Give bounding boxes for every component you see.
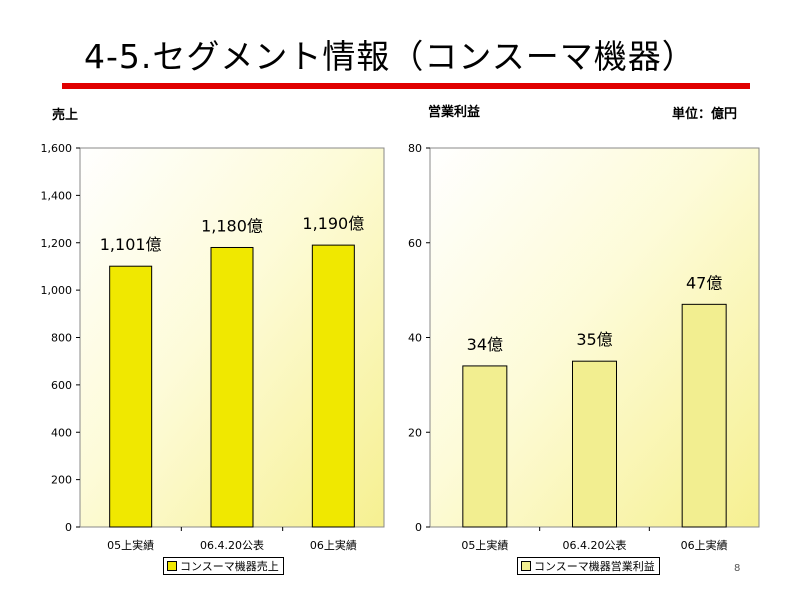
unit-label: 単位：億円 — [672, 107, 738, 122]
y-tick-label-sales: 1,200 — [41, 237, 73, 250]
y-tick-label-sales: 1,400 — [41, 189, 73, 202]
y-tick-label-sales: 1,600 — [41, 142, 73, 155]
chart-title-sales: 売上 — [52, 108, 79, 123]
bar-profit — [681, 303, 727, 528]
data-label-sales: 1,190億 — [302, 214, 364, 233]
page-title: 4-5.セグメント情報（コンスーマ機器） — [84, 37, 696, 76]
y-tick-label-profit: 0 — [415, 521, 422, 534]
y-tick-label-sales: 0 — [65, 521, 72, 534]
bar-sales — [311, 244, 355, 528]
y-tick-label-sales: 800 — [51, 332, 72, 345]
y-tick-label-profit: 60 — [408, 237, 422, 250]
legend-sales: コンスーマ機器売上 — [163, 557, 284, 575]
legend-swatch-sales — [167, 561, 177, 571]
legend-swatch-profit — [521, 561, 531, 571]
chart-title-profit: 営業利益 — [428, 105, 481, 120]
category-label-profit: 05上実績 — [461, 538, 508, 552]
legend-profit: コンスーマ機器営業利益 — [517, 557, 660, 575]
y-tick-label-sales: 600 — [51, 379, 72, 392]
category-label-sales: 06.4.20公表 — [200, 538, 264, 552]
data-label-profit: 35億 — [576, 330, 612, 349]
category-label-sales: 06上実績 — [310, 538, 357, 552]
bar-profit — [462, 365, 508, 528]
y-tick-label-profit: 20 — [408, 426, 422, 439]
data-label-sales: 1,180億 — [201, 216, 263, 235]
category-label-profit: 06.4.20公表 — [563, 538, 627, 552]
bar-profit — [572, 360, 617, 528]
category-label-sales: 05上実績 — [107, 538, 154, 552]
data-label-profit: 34億 — [467, 335, 503, 354]
title-underline — [62, 83, 750, 89]
category-label-profit: 06上実績 — [681, 538, 728, 552]
page-number: 8 — [734, 563, 741, 574]
legend-label-sales: コンスーマ機器売上 — [180, 560, 279, 573]
y-tick-label-profit: 80 — [408, 142, 422, 155]
y-tick-label-sales: 200 — [51, 474, 72, 487]
bar-sales — [210, 246, 254, 528]
data-label-profit: 47億 — [686, 273, 722, 292]
bar-sales — [109, 265, 153, 528]
data-label-sales: 1,101億 — [100, 235, 162, 254]
y-tick-label-sales: 400 — [51, 426, 72, 439]
y-tick-label-profit: 40 — [408, 332, 422, 345]
legend-label-profit: コンスーマ機器営業利益 — [534, 560, 655, 573]
y-tick-label-sales: 1,000 — [41, 284, 73, 297]
